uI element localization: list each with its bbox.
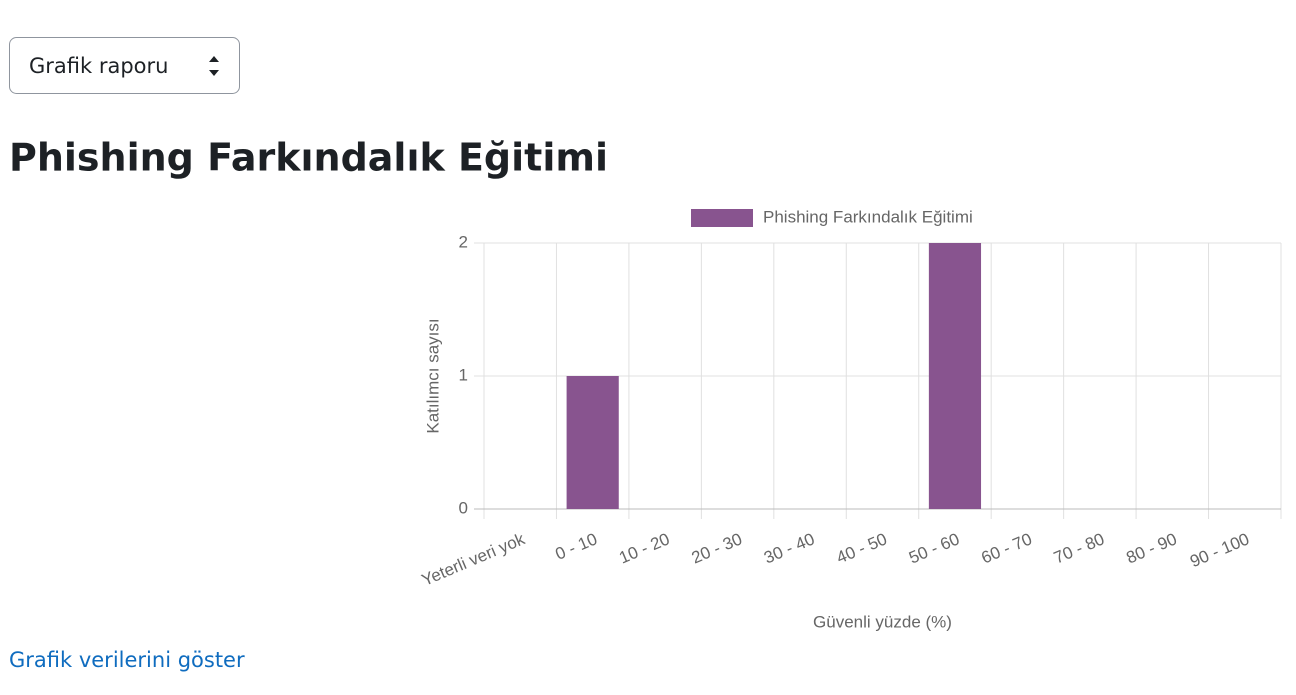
legend-label: Phishing Farkındalık Eğitimi	[763, 207, 973, 226]
y-axis-title: Katılımcı sayısı	[423, 318, 442, 433]
chart: 0 1 2 Phishing Farkındalık Eğitimi Yeterli v…	[419, 207, 1282, 631]
legend-swatch	[691, 209, 753, 227]
y-tick-label: 2	[459, 232, 468, 251]
select-arrows	[209, 56, 219, 76]
x-tick-label: 60 - 70	[979, 529, 1035, 567]
x-tick-label: 10 - 20	[616, 529, 672, 567]
x-tick-label: 30 - 40	[761, 529, 817, 567]
y-tick-label: 0	[459, 498, 468, 517]
x-tick-label: 20 - 30	[689, 529, 745, 567]
bar	[566, 376, 619, 509]
y-tick-label: 1	[459, 365, 468, 384]
x-axis-title: Güvenli yüzde (%)	[813, 612, 952, 631]
x-tick-label: 90 - 100	[1187, 529, 1252, 571]
x-tick-label: 70 - 80	[1051, 529, 1107, 567]
report-select[interactable]: Grafik raporu	[9, 37, 240, 94]
x-tick-label: 0 - 10	[553, 529, 600, 563]
bar	[928, 243, 982, 509]
x-tick-label: 40 - 50	[834, 529, 890, 567]
x-tick-label: 80 - 90	[1123, 529, 1179, 567]
x-tick-label: 50 - 60	[906, 529, 962, 567]
select-label[interactable]: Grafik raporu	[29, 54, 168, 78]
x-tick-label: Yeterli veri yok	[419, 529, 528, 590]
show-data-link[interactable]: Grafik verilerini göster	[9, 648, 245, 672]
page-heading: Phishing Farkındalık Eğitimi	[9, 136, 608, 180]
select-box[interactable]	[9, 37, 240, 94]
